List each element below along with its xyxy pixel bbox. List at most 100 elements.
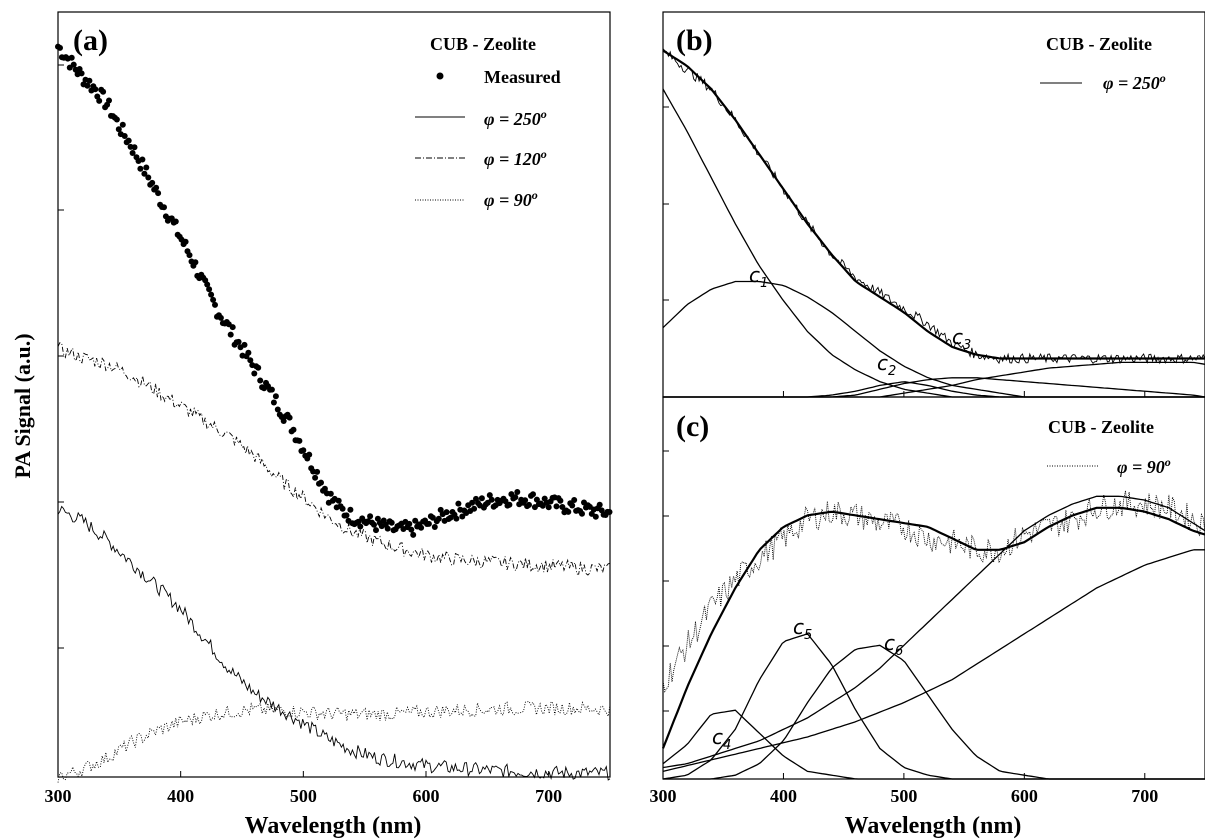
data-point xyxy=(357,523,364,530)
data-point xyxy=(100,88,107,95)
data-point xyxy=(469,499,476,506)
data-point xyxy=(270,399,277,406)
data-point xyxy=(355,518,362,525)
series-b xyxy=(662,48,1205,398)
data-point xyxy=(182,238,189,245)
data-point xyxy=(92,86,99,93)
data-point xyxy=(592,513,599,520)
data-point xyxy=(565,508,572,515)
legend-c-label: φ = 90o xyxy=(1117,455,1171,477)
data-point xyxy=(217,314,224,321)
data-point xyxy=(268,386,275,393)
data-point xyxy=(141,170,148,177)
data-point xyxy=(227,331,234,338)
data-point xyxy=(512,494,519,501)
x-tick-label: 600 xyxy=(1011,786,1038,806)
data-point xyxy=(212,301,218,308)
data-point xyxy=(204,281,211,288)
data-point xyxy=(418,524,425,531)
data-point xyxy=(206,286,213,293)
ticks-b xyxy=(662,106,1146,397)
data-point xyxy=(272,393,279,400)
data-point xyxy=(557,497,564,504)
data-point xyxy=(425,520,432,527)
data-point xyxy=(84,82,91,89)
x-tick-label: 400 xyxy=(167,786,194,806)
data-point xyxy=(57,44,63,51)
data-point xyxy=(571,497,578,503)
x-axis-label-c: Wavelength (nm) xyxy=(845,813,1022,839)
data-point xyxy=(235,338,242,345)
data-point xyxy=(553,503,560,510)
x-tick-label: 700 xyxy=(535,786,562,806)
data-point xyxy=(290,426,297,433)
data-point xyxy=(137,165,144,172)
data-point xyxy=(139,156,146,163)
data-point xyxy=(113,116,120,123)
panel-b-label: (b) xyxy=(676,24,713,57)
x-axis-label-a: Wavelength (nm) xyxy=(245,813,422,839)
data-point xyxy=(408,526,415,533)
data-point xyxy=(367,513,374,520)
data-point xyxy=(208,291,215,298)
y-axis-label-a: PA Signal (a.u.) xyxy=(10,333,35,478)
data-point xyxy=(257,377,264,384)
data-point xyxy=(506,501,513,508)
annotation-c2: c2 xyxy=(877,351,896,379)
legend-label-250: φ = 250o xyxy=(484,107,547,129)
data-point xyxy=(533,496,540,503)
data-point xyxy=(318,479,324,486)
annotation-c4: c4 xyxy=(712,725,731,753)
data-point xyxy=(312,474,319,481)
data-point xyxy=(347,506,354,513)
series-line xyxy=(57,505,611,781)
legend-marker-measured xyxy=(436,72,444,80)
ticks-c: 300 400 500 600 700 xyxy=(650,450,1158,806)
data-point xyxy=(119,121,126,128)
data-point xyxy=(522,497,529,504)
data-point xyxy=(245,349,252,356)
data-point xyxy=(569,502,576,509)
data-point xyxy=(471,505,478,512)
data-point xyxy=(121,133,128,139)
data-point xyxy=(125,137,132,144)
data-point xyxy=(210,296,217,303)
x-tick-label: 400 xyxy=(770,786,797,806)
data-point xyxy=(371,521,377,528)
legend-b-title: CUB - Zeolite xyxy=(1046,34,1152,54)
data-point xyxy=(327,490,334,497)
data-point xyxy=(314,468,321,475)
panel-a-label: (a) xyxy=(73,24,108,57)
data-point xyxy=(488,496,495,503)
legend-label-120: φ = 120o xyxy=(484,147,547,169)
data-point xyxy=(343,512,350,519)
data-point xyxy=(143,164,150,171)
x-tick-label: 700 xyxy=(1131,786,1158,806)
ticks-a: 300 400 500 600 700 xyxy=(45,64,562,806)
legend-label-90: φ = 90o xyxy=(484,188,538,210)
data-point xyxy=(96,97,103,104)
data-point xyxy=(335,497,342,504)
data-point xyxy=(406,520,413,527)
legend-c-title: CUB - Zeolite xyxy=(1048,417,1154,437)
data-point xyxy=(186,252,193,259)
data-point xyxy=(384,525,391,532)
data-point xyxy=(478,495,485,502)
data-point xyxy=(435,515,442,522)
x-tick-label: 500 xyxy=(890,786,917,806)
legend-a-title: CUB - Zeolite xyxy=(430,34,536,54)
component-c4 xyxy=(662,709,1205,780)
data-point xyxy=(300,447,307,454)
data-point xyxy=(106,97,112,104)
data-point xyxy=(131,144,138,151)
data-point xyxy=(443,509,450,516)
data-point xyxy=(296,437,303,444)
data-point xyxy=(388,519,395,526)
component-background xyxy=(662,88,1205,398)
annotation-c1: c1 xyxy=(749,263,768,291)
data-point xyxy=(429,514,436,521)
data-point xyxy=(286,414,293,421)
data-point xyxy=(280,418,287,424)
data-point xyxy=(306,451,313,458)
